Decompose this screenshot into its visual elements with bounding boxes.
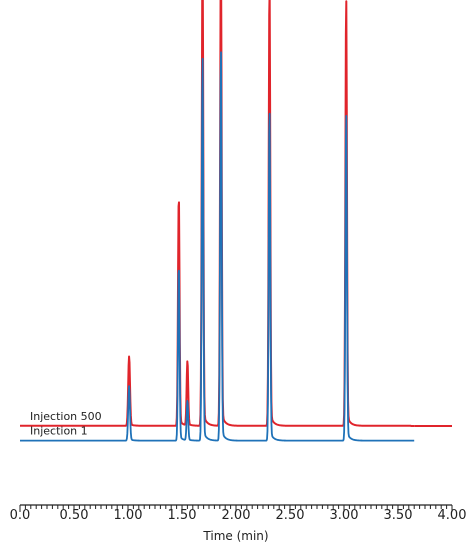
x-tick-label: 3.50 (384, 508, 413, 523)
x-tick-label: 3.00 (330, 508, 359, 523)
series-label-2: Injection 1 (30, 425, 88, 438)
x-tick-label: 2.00 (222, 508, 251, 523)
x-tick-label: 2.50 (276, 508, 305, 523)
series-line-2 (19, 51, 415, 442)
x-tick-label: 1.00 (114, 508, 143, 523)
x-axis-title: Time (min) (202, 529, 268, 543)
chart-traces (19, 0, 452, 442)
series-line-1 (19, 0, 415, 428)
x-tick-label: 1.50 (168, 508, 197, 523)
series-label-1: Injection 500 (30, 410, 102, 423)
x-tick-label: 0.50 (60, 508, 89, 523)
x-tick-label: 4.00 (438, 508, 467, 523)
x-tick-label: 0.0 (10, 508, 31, 523)
series-labels: Injection 500 Injection 1 (30, 410, 102, 438)
x-axis: 0.0 0.50 1.00 1.50 2.00 2.50 3.00 3.50 4.00 (10, 504, 467, 523)
